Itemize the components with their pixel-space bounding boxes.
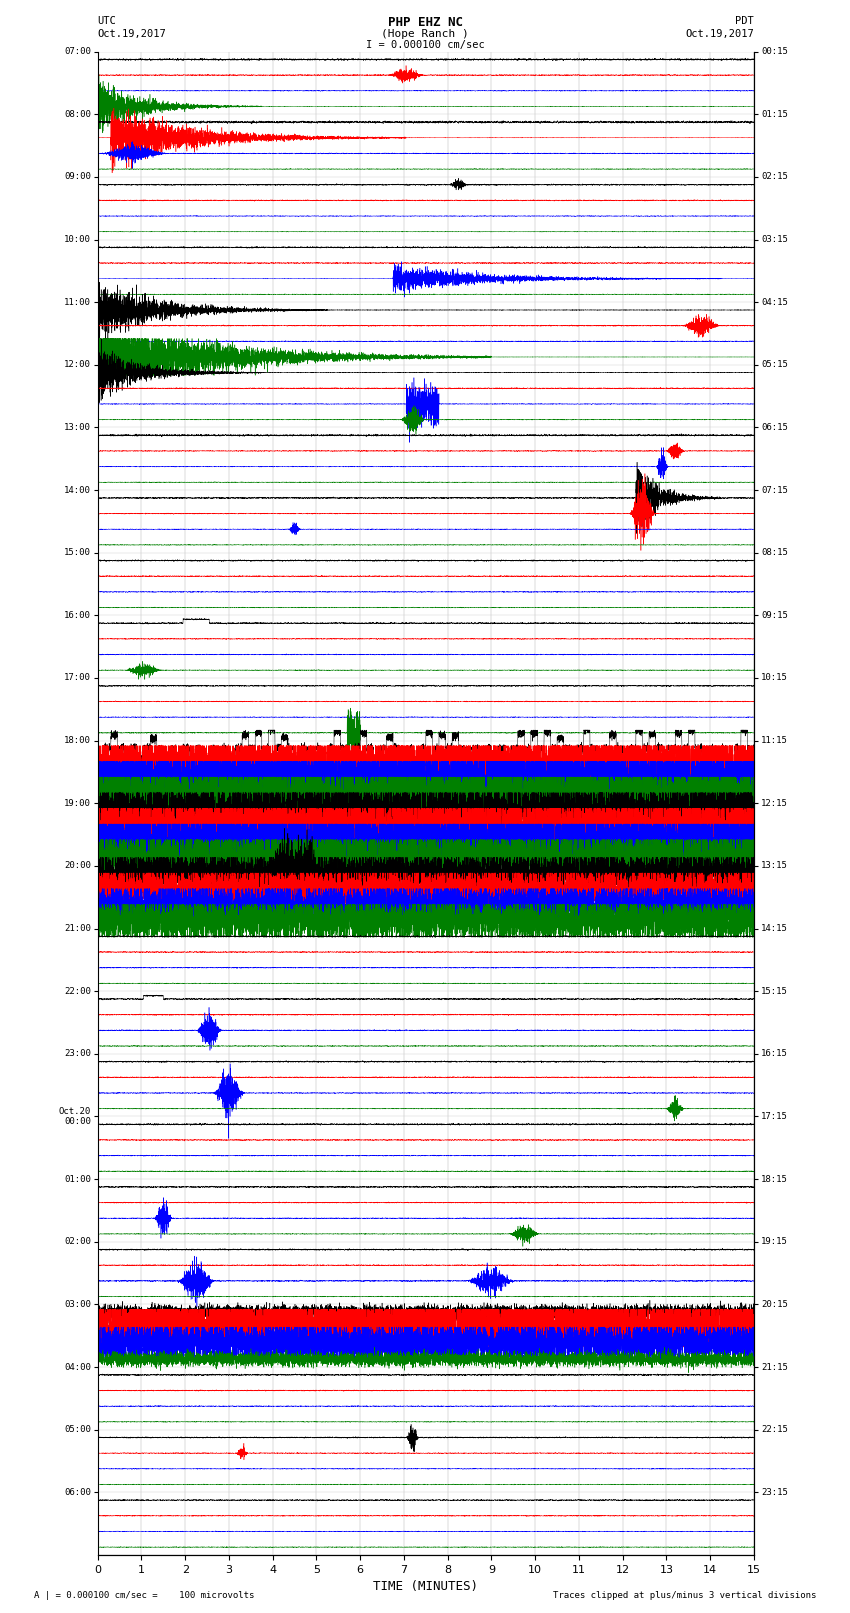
Text: PHP EHZ NC: PHP EHZ NC bbox=[388, 16, 462, 29]
Text: Traces clipped at plus/minus 3 vertical divisions: Traces clipped at plus/minus 3 vertical … bbox=[552, 1590, 816, 1600]
Text: PDT: PDT bbox=[735, 16, 754, 26]
X-axis label: TIME (MINUTES): TIME (MINUTES) bbox=[373, 1581, 479, 1594]
Text: Oct.19,2017: Oct.19,2017 bbox=[98, 29, 167, 39]
Text: I = 0.000100 cm/sec: I = 0.000100 cm/sec bbox=[366, 40, 484, 50]
Text: A | = 0.000100 cm/sec =    100 microvolts: A | = 0.000100 cm/sec = 100 microvolts bbox=[34, 1590, 254, 1600]
Text: Oct.19,2017: Oct.19,2017 bbox=[685, 29, 754, 39]
Text: UTC: UTC bbox=[98, 16, 116, 26]
Text: (Hope Ranch ): (Hope Ranch ) bbox=[381, 29, 469, 39]
